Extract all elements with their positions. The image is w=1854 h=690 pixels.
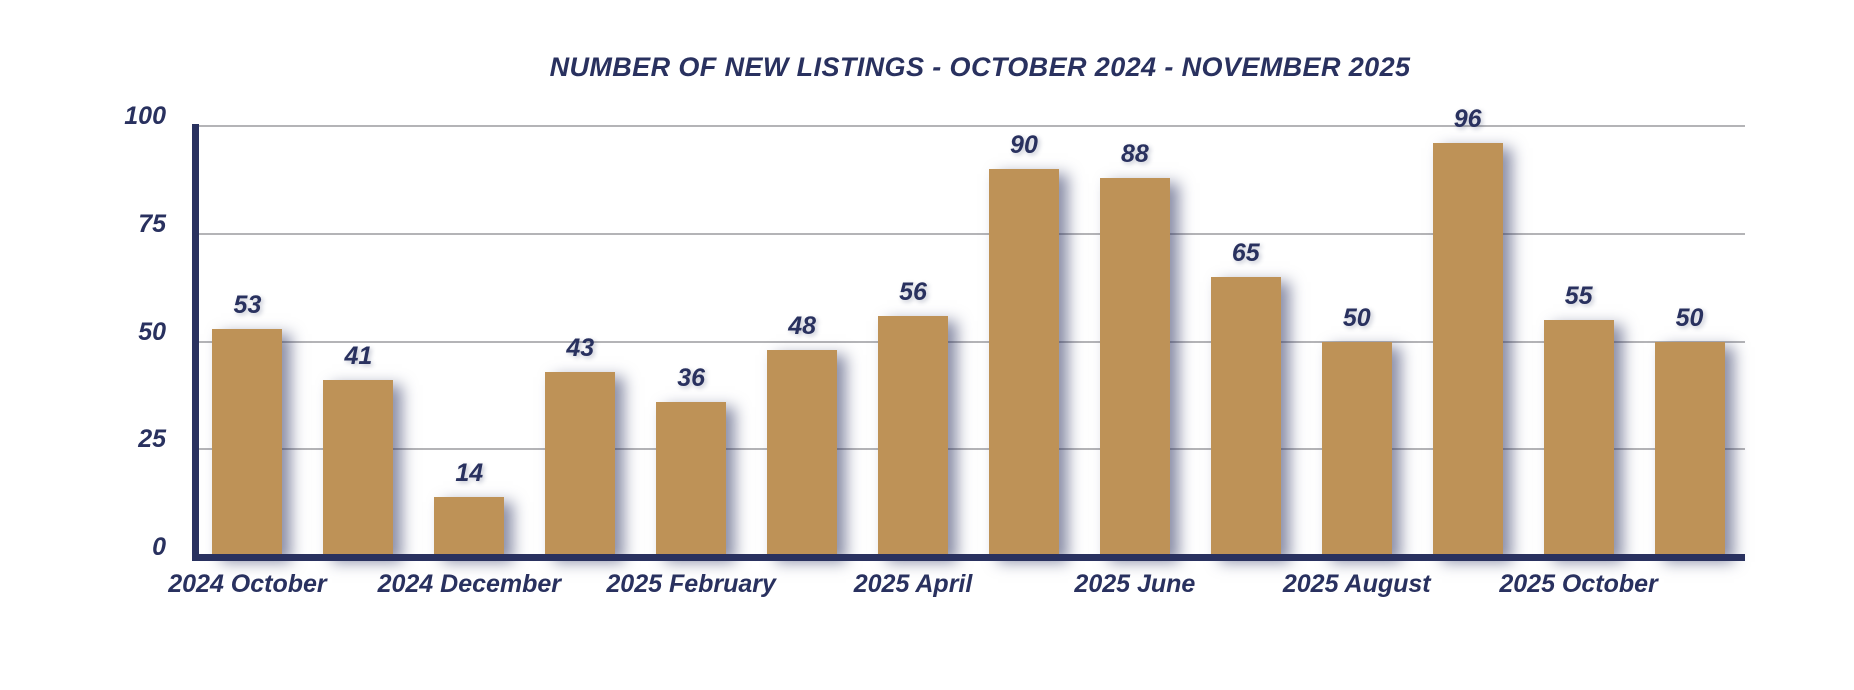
bar-9 [1099, 177, 1170, 557]
bar-value-label-8: 90 [1010, 131, 1038, 160]
bar-value-label-1: 53 [233, 290, 262, 319]
chart-title: NUMBER OF NEW LISTINGS - OCTOBER 2024 - … [549, 52, 1411, 82]
bar-12 [1432, 143, 1503, 557]
x-axis-line [192, 554, 1745, 561]
x-tick-label-2: 2024 December [377, 570, 562, 598]
gridline-25 [198, 448, 1745, 451]
x-tick-label-6: 2025 August [1282, 570, 1431, 598]
bar-10 [1210, 276, 1281, 557]
plot-area: 0 25 50 75 100 53 41 14 43 36 48 56 90 88 65 50 96 55 50 20… [124, 102, 1745, 598]
bar-2 [323, 380, 394, 557]
x-tick-label-7: 2025 October [1499, 570, 1658, 598]
bar-14 [1654, 341, 1725, 557]
bar-value-label-14: 50 [1675, 303, 1704, 332]
bar-4 [545, 371, 616, 557]
bar-value-label-3: 14 [455, 458, 484, 487]
gridline-75 [198, 232, 1745, 235]
x-tick-label-1: 2024 October [168, 570, 327, 598]
bar-6 [767, 350, 838, 557]
gridline-50 [198, 340, 1745, 343]
bar-value-label-9: 88 [1120, 139, 1149, 168]
bar-13 [1543, 319, 1614, 557]
bar-value-label-5: 36 [677, 363, 706, 392]
y-tick-label-50: 50 [138, 317, 166, 346]
bar-value-label-6: 48 [788, 312, 816, 341]
x-tick-label-4: 2025 April [853, 570, 973, 598]
bar-8 [988, 169, 1059, 557]
bar-value-label-12: 96 [1453, 105, 1482, 134]
bar-11 [1321, 341, 1392, 557]
bar-value-label-7: 56 [899, 277, 927, 306]
x-tick-label-5: 2025 June [1074, 570, 1196, 598]
y-tick-label-100: 100 [124, 102, 166, 130]
bar-5 [656, 401, 727, 557]
bar-value-label-10: 65 [1231, 238, 1260, 267]
bar-value-label-11: 50 [1342, 303, 1371, 332]
y-tick-label-0: 0 [152, 533, 166, 561]
y-axis-line [192, 124, 199, 560]
bar-value-label-2: 41 [344, 342, 373, 371]
bar-7 [878, 315, 949, 557]
y-tick-label-75: 75 [138, 209, 166, 238]
bar-3 [434, 496, 505, 557]
x-tick-label-3: 2025 February [606, 570, 776, 598]
gridline-100 [198, 125, 1745, 128]
bar-value-label-4: 43 [566, 333, 595, 362]
bar-value-label-13: 55 [1564, 281, 1593, 310]
bar-1 [212, 328, 283, 557]
y-tick-label-25: 25 [138, 425, 166, 454]
